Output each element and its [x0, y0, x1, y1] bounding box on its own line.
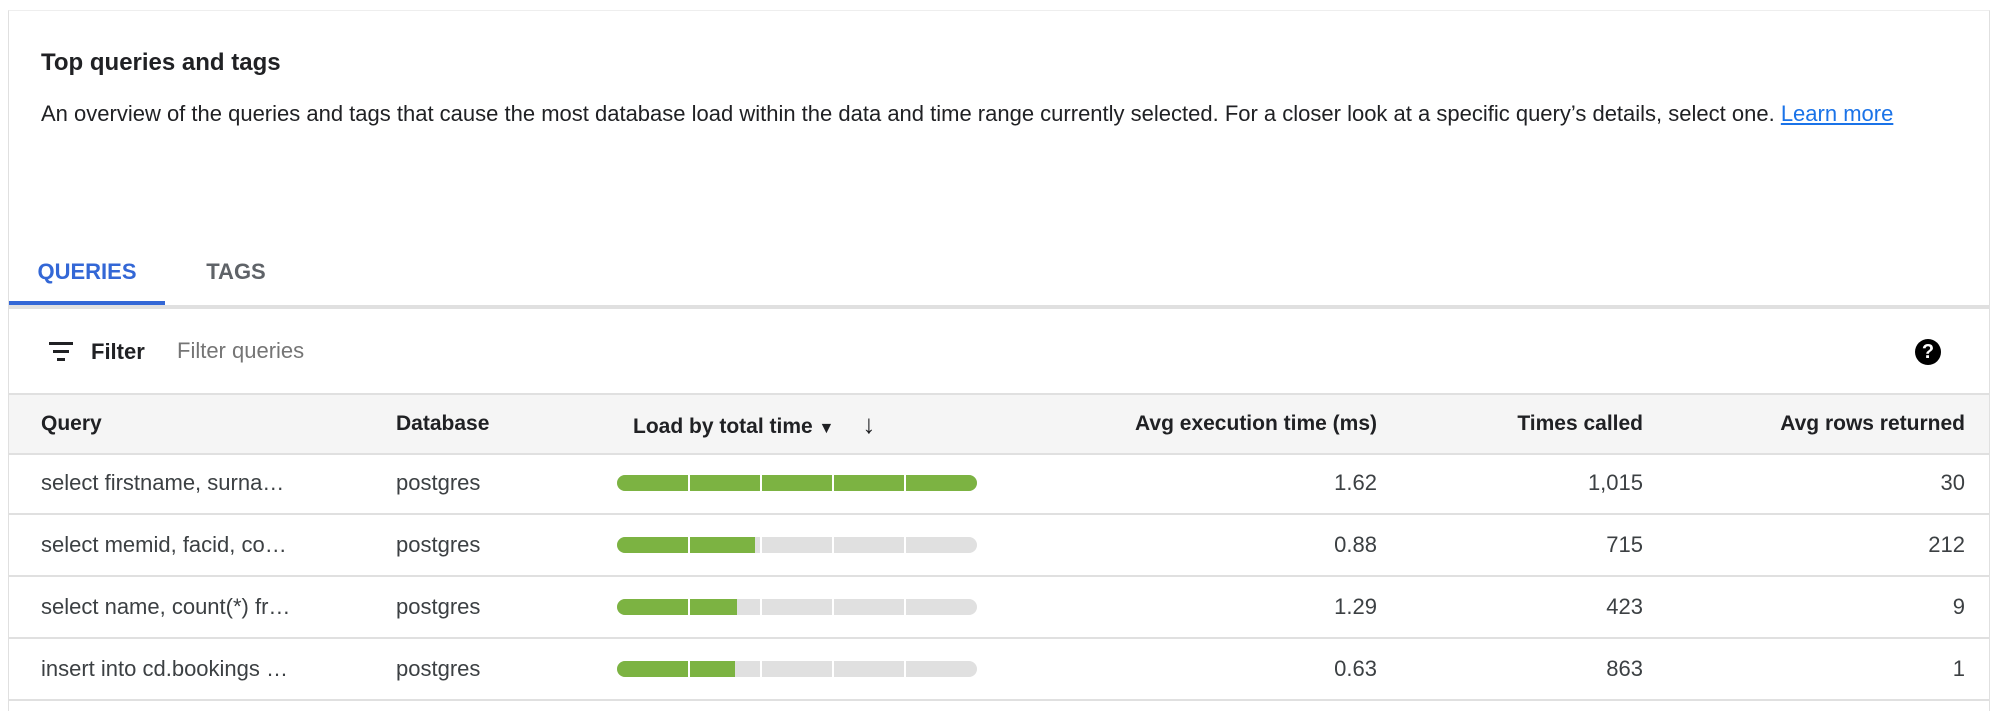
- avg-exec-time: 1.29: [1334, 594, 1377, 619]
- bar-segment-divider: [904, 661, 906, 677]
- load-bar-fill: [617, 475, 977, 491]
- table-header: Query Database Load by total time ▼ ↓ Avg…: [9, 393, 1989, 455]
- bar-segment-divider: [688, 661, 690, 677]
- filter-label[interactable]: Filter: [91, 339, 145, 364]
- bar-segment-divider: [832, 599, 834, 615]
- bar-segment-divider: [760, 661, 762, 677]
- bar-segment-divider: [760, 475, 762, 491]
- table-row[interactable]: insert into cd.bookings … postgres 0.63 863…: [9, 639, 1989, 701]
- avg-exec-time: 0.63: [1334, 656, 1377, 681]
- avg-exec-time: 0.88: [1334, 532, 1377, 557]
- table-row[interactable]: select name, count(*) fr… postgres 1.29 423…: [9, 577, 1989, 639]
- filter-icon[interactable]: [49, 342, 73, 362]
- load-bar-fill: [617, 661, 736, 677]
- sort-descending-icon[interactable]: ↓: [862, 409, 876, 439]
- tab-queries[interactable]: QUERIES: [9, 239, 165, 305]
- filter-bar: Filter ?: [9, 309, 1989, 393]
- database-name: postgres: [396, 594, 481, 619]
- bar-segment-divider: [688, 537, 690, 553]
- bar-segment-divider: [904, 537, 906, 553]
- load-bar-fill: [617, 599, 737, 615]
- tab-bar: QUERIES TAGS: [9, 239, 1989, 309]
- times-called: 863: [1606, 656, 1643, 681]
- query-text[interactable]: select name, count(*) fr…: [41, 594, 291, 619]
- avg-rows-returned: 30: [1940, 470, 1965, 495]
- help-icon[interactable]: ?: [1915, 339, 1941, 365]
- load-bar: [617, 537, 977, 553]
- column-query[interactable]: Query: [41, 412, 102, 435]
- card-title: Top queries and tags: [41, 49, 281, 76]
- top-queries-card: Top queries and tags An overview of the …: [8, 10, 1990, 711]
- bar-segment-divider: [688, 475, 690, 491]
- bar-segment-divider: [904, 599, 906, 615]
- load-bar: [617, 475, 977, 491]
- load-bar: [617, 599, 977, 615]
- times-called: 1,015: [1587, 470, 1643, 495]
- avg-rows-returned: 212: [1928, 532, 1965, 557]
- bar-segment-divider: [760, 599, 762, 615]
- filter-queries-input[interactable]: [177, 333, 777, 369]
- query-text[interactable]: select firstname, surna…: [41, 470, 285, 495]
- learn-more-link[interactable]: Learn more: [1780, 101, 1894, 126]
- column-avg-rows[interactable]: Avg rows returned: [1780, 412, 1965, 435]
- database-name: postgres: [396, 656, 481, 681]
- query-text[interactable]: insert into cd.bookings …: [41, 656, 289, 681]
- column-database[interactable]: Database: [396, 412, 490, 435]
- description-text: An overview of the queries and tags that…: [41, 101, 1775, 126]
- bar-segment-divider: [688, 599, 690, 615]
- column-times-called[interactable]: Times called: [1517, 412, 1643, 435]
- load-bar-fill: [617, 537, 755, 553]
- avg-rows-returned: 1: [1952, 656, 1965, 681]
- database-name: postgres: [396, 532, 481, 557]
- bar-segment-divider: [832, 537, 834, 553]
- times-called: 423: [1606, 594, 1643, 619]
- column-load[interactable]: Load by total time ▼ ↓: [633, 395, 875, 458]
- bar-segment-divider: [832, 661, 834, 677]
- column-avg-exec[interactable]: Avg execution time (ms): [1135, 412, 1377, 435]
- bar-segment-divider: [760, 537, 762, 553]
- database-name: postgres: [396, 470, 481, 495]
- bar-segment-divider: [832, 475, 834, 491]
- bar-segment-divider: [904, 475, 906, 491]
- times-called: 715: [1606, 532, 1643, 557]
- column-load-label: Load by total time: [633, 415, 813, 438]
- avg-rows-returned: 9: [1952, 594, 1965, 619]
- query-text[interactable]: select memid, facid, co…: [41, 532, 287, 557]
- table-row[interactable]: select firstname, surna… postgres 1.62 1,01…: [9, 453, 1989, 515]
- table-row[interactable]: select memid, facid, co… postgres 0.88 715 2…: [9, 515, 1989, 577]
- avg-exec-time: 1.62: [1334, 470, 1377, 495]
- tab-tags[interactable]: TAGS: [206, 259, 266, 284]
- load-bar: [617, 661, 977, 677]
- card-description: An overview of the queries and tags that…: [41, 93, 1971, 134]
- dropdown-arrow-icon[interactable]: ▼: [818, 420, 835, 437]
